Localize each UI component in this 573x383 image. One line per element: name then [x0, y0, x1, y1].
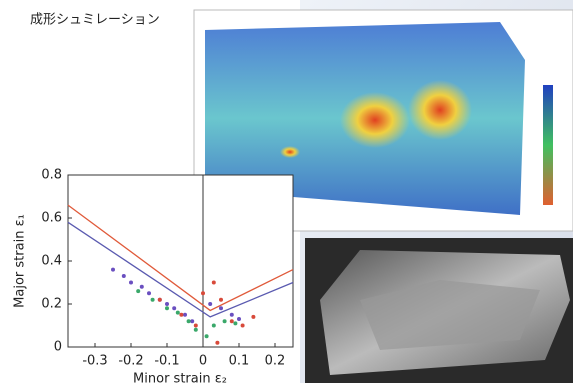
- y-tick-label: 0.8: [41, 168, 62, 183]
- point: [230, 319, 234, 323]
- x-tick-label: -0.2: [118, 354, 143, 369]
- point: [151, 298, 155, 302]
- point: [165, 306, 169, 310]
- y-tick-label: 0: [54, 340, 62, 355]
- point: [165, 302, 169, 306]
- point: [194, 324, 198, 328]
- y-tick-label: 0.2: [41, 297, 62, 312]
- point: [190, 319, 194, 323]
- point: [176, 311, 180, 315]
- point: [111, 268, 115, 272]
- point: [230, 313, 234, 317]
- point: [183, 313, 187, 317]
- point: [129, 281, 133, 285]
- y-tick-label: 0.6: [41, 211, 62, 226]
- point: [201, 291, 205, 295]
- point: [212, 281, 216, 285]
- point: [212, 324, 216, 328]
- point: [194, 328, 198, 332]
- x-tick-label: -0.3: [82, 354, 107, 369]
- x-tick-label: -0.1: [154, 354, 179, 369]
- point: [147, 291, 151, 295]
- photo: [305, 238, 573, 383]
- plot-area: [68, 175, 293, 347]
- point: [172, 306, 176, 310]
- x-axis-label: Minor strain ε₂: [133, 372, 227, 383]
- point: [208, 302, 212, 306]
- point: [219, 306, 223, 310]
- x-tick-label: 0.2: [265, 354, 286, 369]
- y-axis-label: Major strain ε₁: [13, 214, 28, 308]
- point: [136, 289, 140, 293]
- point: [237, 317, 241, 321]
- point: [187, 319, 191, 323]
- point: [122, 274, 126, 278]
- x-tick-label: 0.1: [229, 354, 250, 369]
- point: [241, 324, 245, 328]
- point: [179, 313, 183, 317]
- point: [205, 334, 209, 338]
- point: [233, 321, 237, 325]
- chart: [68, 175, 293, 347]
- point: [158, 298, 162, 302]
- point: [215, 341, 219, 345]
- page: 成形シュミレーション Major strain ε₁ Minor strain …: [0, 0, 573, 383]
- point: [140, 285, 144, 289]
- page-title: 成形シュミレーション: [30, 13, 160, 28]
- y-tick-label: 0.4: [41, 254, 62, 269]
- point: [251, 315, 255, 319]
- point: [219, 298, 223, 302]
- point: [223, 319, 227, 323]
- x-tick-label: 0: [199, 354, 207, 369]
